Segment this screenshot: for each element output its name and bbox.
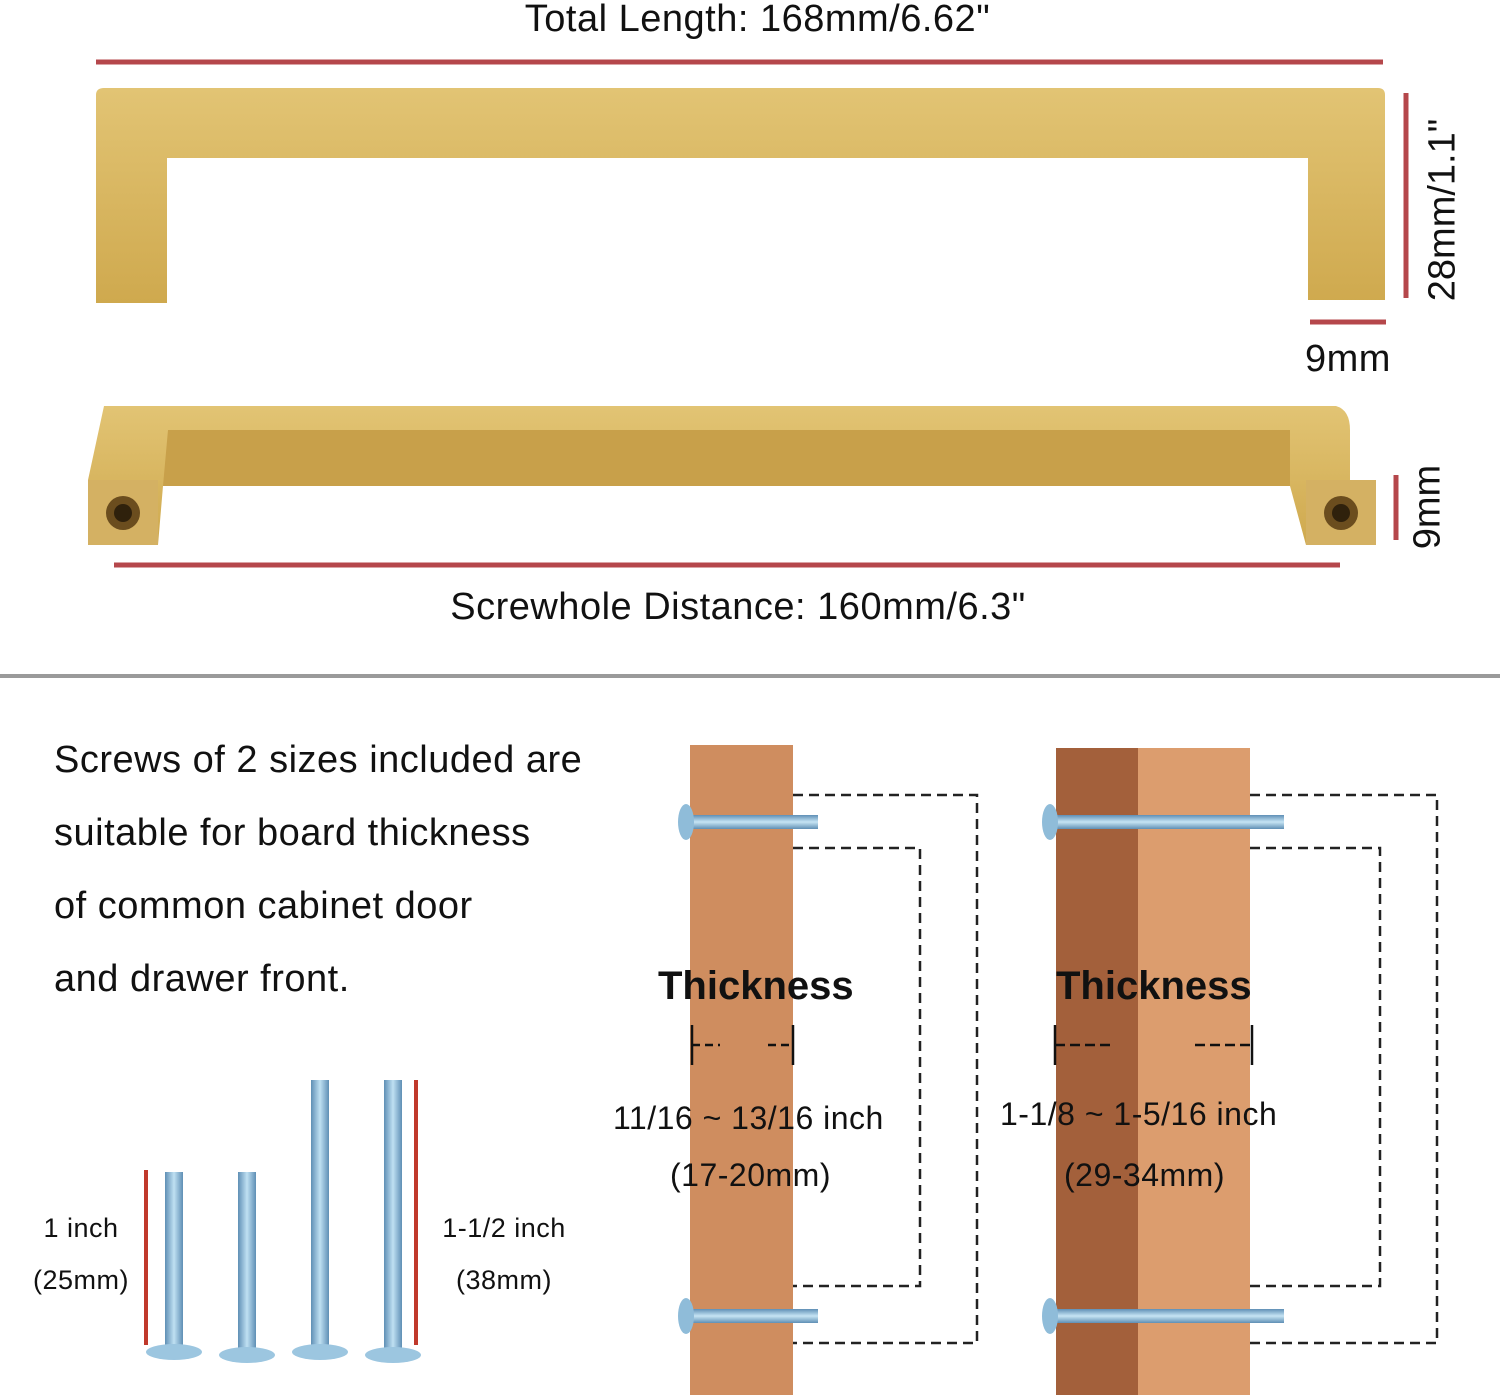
height-label: 28mm/1.1"	[1421, 118, 1464, 302]
total-length-label: Total Length: 168mm/6.62"	[524, 0, 991, 40]
screwhole-distance-label: Screwhole Distance: 160mm/6.3"	[450, 586, 1026, 628]
long-screw-label: 1-1/2 inch (38mm)	[430, 1202, 578, 1306]
description-line: of common cabinet door	[54, 885, 473, 927]
screw-icon	[146, 1172, 202, 1360]
long-screw-mm: (38mm)	[456, 1265, 552, 1295]
board-thick-range: 1-1/8 ~ 1-5/16 inch	[1000, 1096, 1278, 1132]
description-line: and drawer front.	[54, 958, 350, 1000]
board-thick-thickness-title: Thickness	[1056, 964, 1252, 1008]
short-screw-mm: (25mm)	[33, 1265, 129, 1295]
handle-front-view	[96, 88, 1385, 303]
board-thin-range: 11/16 ~ 13/16 inch	[613, 1100, 884, 1136]
description-line: suitable for board thickness	[54, 812, 531, 854]
board-thick-mm: (29-34mm)	[1064, 1157, 1225, 1193]
screw-icon	[1042, 1298, 1284, 1334]
short-screw-inch: 1 inch	[43, 1213, 119, 1243]
screw-icon	[678, 804, 818, 840]
bar-width-label: 9mm	[1305, 338, 1391, 380]
screw-icon	[219, 1172, 275, 1363]
long-screw-inch: 1-1/2 inch	[442, 1213, 566, 1243]
screw-icon	[292, 1080, 348, 1360]
board-thin-thickness-title: Thickness	[658, 964, 854, 1008]
screw-icon	[365, 1080, 421, 1363]
board-thick-dark	[1056, 748, 1138, 1395]
screws-description: Screws of 2 sizes included are suitable …	[54, 724, 582, 1016]
board-thick-light	[1138, 748, 1250, 1395]
short-screw-label: 1 inch (25mm)	[22, 1202, 140, 1306]
screw-icon	[1042, 804, 1284, 840]
description-line: Screws of 2 sizes included are	[54, 739, 583, 781]
depth-label: 9mm	[1406, 464, 1449, 550]
screw-icon	[678, 1298, 818, 1334]
board-thin-mm: (17-20mm)	[670, 1157, 831, 1193]
board-thin	[690, 745, 793, 1395]
